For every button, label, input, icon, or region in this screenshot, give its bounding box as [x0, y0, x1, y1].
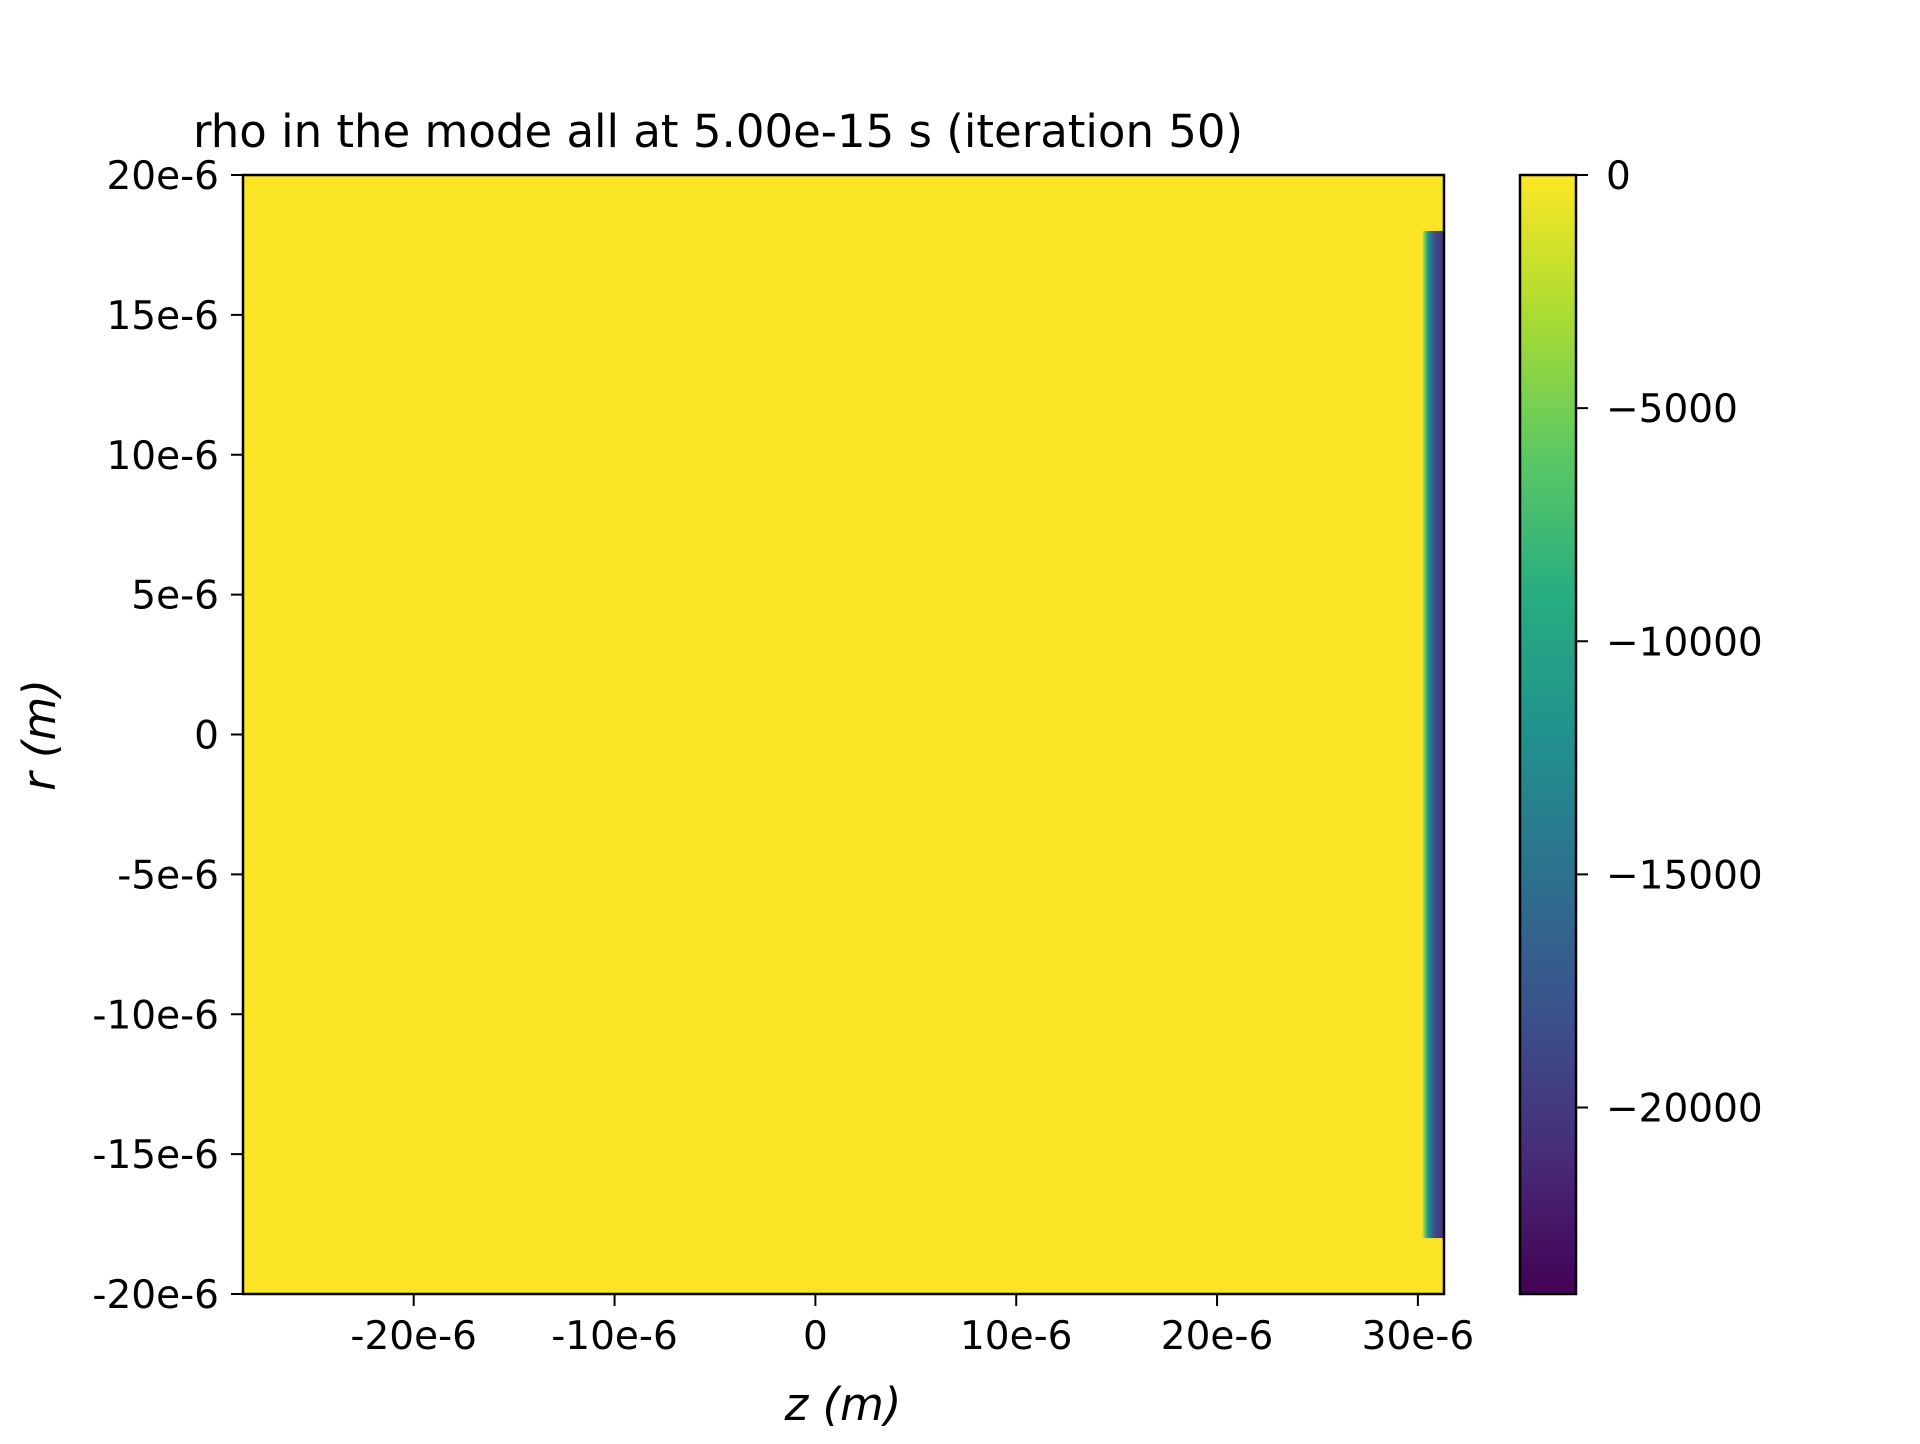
x-tick-label: -10e-6 [551, 1314, 678, 1359]
x-tick-label: 10e-6 [960, 1314, 1073, 1359]
y-tick-label: -15e-6 [92, 1133, 219, 1178]
x-axis-label: z (m) [784, 1378, 902, 1431]
colorbar-tick-label: −20000 [1606, 1087, 1763, 1132]
y-axis-label: r (m) [13, 679, 66, 791]
x-tick-label: -20e-6 [350, 1314, 477, 1359]
y-tick-label: 15e-6 [106, 294, 219, 339]
colorbar-gradient [1520, 175, 1576, 1294]
y-tick-label: -10e-6 [92, 993, 219, 1038]
x-tick-label: 30e-6 [1362, 1314, 1475, 1359]
y-tick-label: 10e-6 [106, 434, 219, 479]
y-tick-label: -5e-6 [117, 853, 219, 898]
heatmap-background [243, 175, 1444, 1294]
colorbar-frame [1518, 173, 1578, 1296]
y-tick-label: 20e-6 [106, 154, 219, 199]
y-tick-label: -20e-6 [92, 1273, 219, 1318]
colorbar-ticks: 0 −5000 −10000 −15000 −20000 [1576, 154, 1763, 1132]
colorbar-tick-label: 0 [1606, 154, 1631, 199]
y-tick-label: 5e-6 [131, 574, 219, 619]
x-axis-ticks: -20e-6 -10e-6 0 10e-6 20e-6 30e-6 [350, 1294, 1474, 1359]
y-tick-label: 0 [194, 714, 219, 759]
y-axis-ticks: 20e-6 15e-6 10e-6 5e-6 0 -5e-6 -10e-6 -15e-6 -20… [92, 154, 243, 1318]
x-tick-label: 0 [803, 1314, 828, 1359]
colorbar-tick-label: −15000 [1606, 853, 1763, 898]
colorbar-tick-label: −10000 [1606, 620, 1763, 665]
charge-slab [1421, 230, 1444, 1239]
x-tick-label: 20e-6 [1161, 1314, 1274, 1359]
chart-title: rho in the mode all at 5.00e-15 s (itera… [193, 105, 1243, 158]
colorbar-tick-label: −5000 [1606, 387, 1738, 432]
